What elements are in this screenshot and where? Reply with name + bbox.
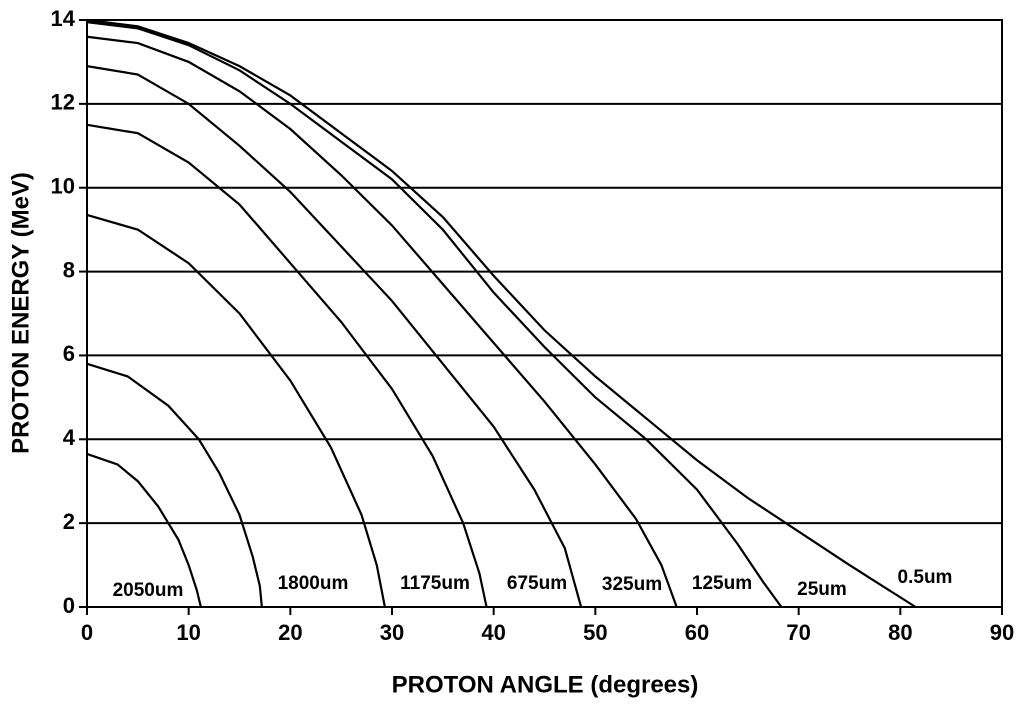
y-tick-label: 2 [63, 509, 75, 534]
y-tick-label: 6 [63, 341, 75, 366]
series-line [86, 362, 263, 608]
plot-frame [86, 19, 1003, 608]
series-label: 1175um [400, 573, 470, 594]
series-label: 125um [692, 573, 752, 594]
y-axis-label: PROTON ENERGY (MeV) [7, 172, 34, 454]
series-line [86, 35, 678, 608]
series-label: 25um [797, 579, 847, 600]
series-label: 2050um [113, 580, 184, 601]
x-tick-label: 50 [583, 620, 607, 645]
y-tick-label: 0 [63, 593, 75, 618]
series-line [86, 18, 917, 608]
x-tick-label: 20 [278, 620, 302, 645]
series-label: 675um [507, 573, 567, 594]
series-line [86, 213, 386, 608]
y-tick-label: 4 [63, 425, 76, 450]
x-axis-label: PROTON ANGLE (degrees) [392, 671, 699, 698]
y-tick-label: 8 [63, 257, 75, 282]
x-tick-label: 60 [685, 620, 709, 645]
x-tick-label: 0 [81, 620, 93, 645]
series-label: 1800um [278, 573, 349, 594]
x-tick-label: 70 [786, 620, 810, 645]
x-tick-label: 40 [481, 620, 505, 645]
series-label: 325um [602, 574, 662, 595]
x-tick-label: 90 [990, 620, 1014, 645]
x-tick-label: 10 [176, 620, 200, 645]
x-tick-label: 80 [888, 620, 912, 645]
y-tick-label: 10 [51, 174, 75, 199]
series-line [86, 452, 202, 608]
series-line [86, 65, 583, 608]
series-line [86, 21, 783, 608]
y-tick-label: 14 [51, 6, 76, 31]
y-tick-label: 12 [51, 90, 75, 115]
series-label: 0.5um [898, 567, 953, 588]
series-line [86, 123, 488, 608]
x-tick-label: 30 [380, 620, 404, 645]
